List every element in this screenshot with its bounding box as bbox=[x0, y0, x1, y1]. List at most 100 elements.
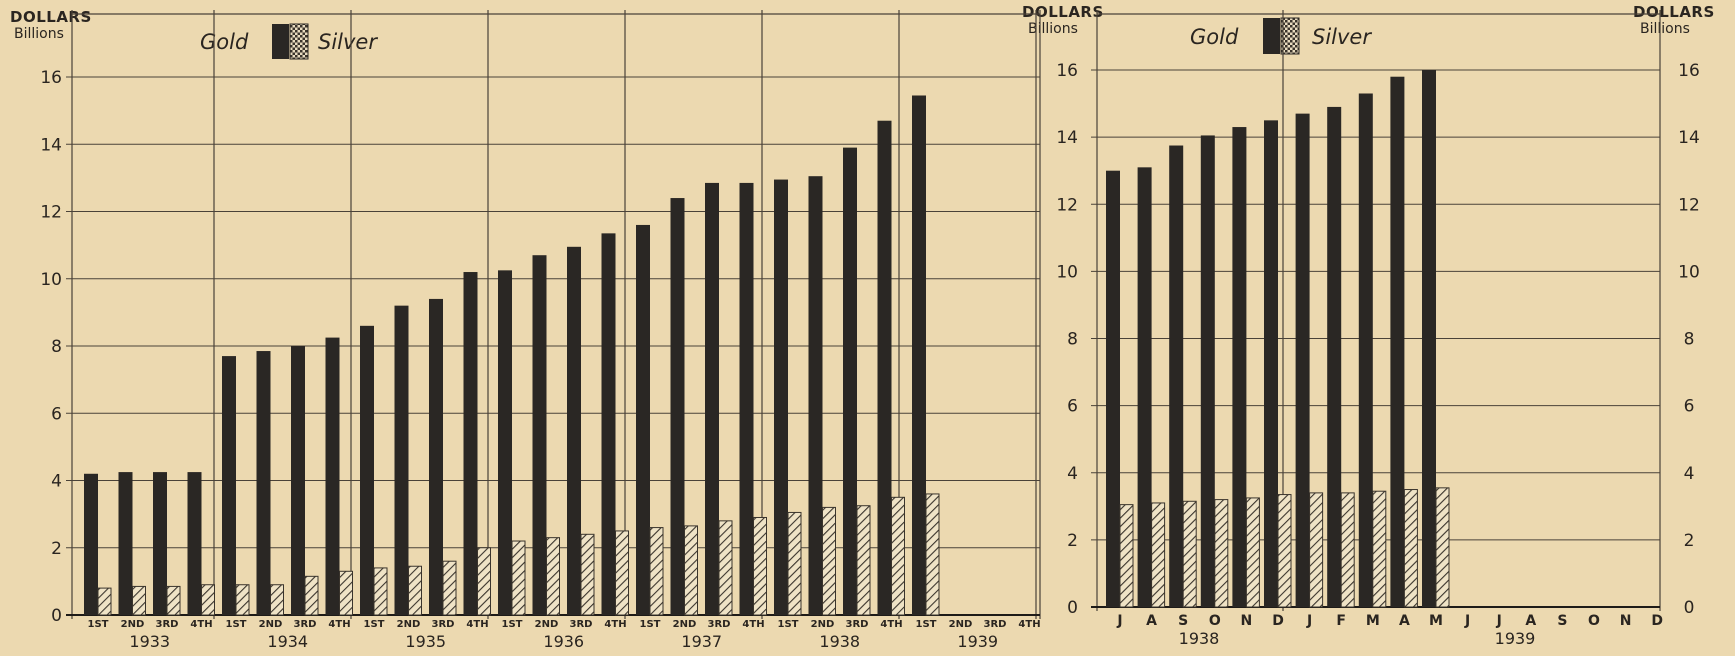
left-ytick-label-6: 6 bbox=[51, 404, 62, 424]
left-silver-bar bbox=[925, 493, 940, 616]
left-axis-unit: Billions bbox=[14, 26, 64, 42]
left-silver-bar bbox=[442, 560, 457, 616]
left-category-label: 4TH bbox=[880, 619, 902, 630]
left-gold-bar bbox=[291, 346, 305, 615]
left-category-label: 2ND bbox=[121, 619, 145, 630]
right-gold-bar bbox=[1232, 127, 1247, 608]
left-category-label: 3RD bbox=[570, 619, 593, 630]
left-gold-bar bbox=[601, 233, 616, 615]
left-legend-gold-label: Gold bbox=[200, 30, 249, 54]
left-ytick-label-10: 10 bbox=[40, 270, 62, 290]
left-year-label: 1937 bbox=[681, 632, 722, 651]
right-category-label: S bbox=[1557, 613, 1567, 629]
left-legend: Gold Silver bbox=[200, 23, 378, 60]
right-silver-bar bbox=[1435, 487, 1450, 608]
left-category-label: 2ND bbox=[811, 619, 835, 630]
left-year-label: 1938 bbox=[819, 632, 860, 651]
right-gold-bar bbox=[1295, 113, 1310, 607]
left-silver-bar bbox=[753, 516, 767, 616]
right-silver-bar bbox=[1214, 499, 1229, 608]
left-year-label: 1936 bbox=[543, 632, 584, 651]
right-ytick-label-8: 8 bbox=[1067, 330, 1078, 350]
left-silver-bar bbox=[132, 585, 146, 616]
left-gold-bar bbox=[567, 246, 581, 615]
left-silver-bar bbox=[546, 537, 560, 616]
right-silver-bar bbox=[1403, 489, 1418, 608]
left-legend-gold-swatch bbox=[272, 24, 289, 59]
left-year-label: 1939 bbox=[957, 632, 998, 651]
left-gold-bar bbox=[670, 198, 685, 616]
left-silver-bar bbox=[166, 585, 181, 616]
left-ytick-label-0: 0 bbox=[51, 606, 62, 626]
left-silver-bar bbox=[97, 587, 112, 616]
left-category-label: 4TH bbox=[604, 619, 626, 630]
right-ytick-label-0: 0 bbox=[1067, 598, 1078, 618]
left-category-label: 1ST bbox=[364, 619, 385, 630]
right-category-label: A bbox=[1525, 613, 1536, 629]
left-gold-bar bbox=[843, 147, 857, 616]
right-ytick-right-label-12: 12 bbox=[1678, 195, 1700, 215]
right-legend-silver-swatch bbox=[1280, 17, 1300, 55]
right-category-label: D bbox=[1651, 613, 1663, 629]
right-bars: J A S O N D J F M A M J J A S O N D 1938 1939 bbox=[1106, 70, 1663, 648]
left-gold-bar bbox=[705, 182, 719, 615]
left-gold-bar bbox=[877, 120, 892, 616]
right-category-label: D bbox=[1272, 613, 1284, 629]
right-ytick-right-label-0: 0 bbox=[1684, 598, 1695, 618]
left-gold-bar bbox=[774, 179, 788, 615]
left-category-label: 4TH bbox=[466, 619, 488, 630]
right-silver-bar bbox=[1245, 497, 1260, 608]
right-category-label: O bbox=[1209, 613, 1221, 629]
left-gold-bar bbox=[429, 298, 443, 615]
right-gold-bar bbox=[1137, 167, 1152, 608]
left-gold-bar bbox=[360, 325, 374, 615]
right-panel-left-axis-title: DOLLARS bbox=[1022, 3, 1104, 21]
left-silver-bar bbox=[511, 540, 526, 616]
left-category-label: 4TH bbox=[328, 619, 350, 630]
left-gold-bar bbox=[739, 182, 754, 615]
left-gold-bar bbox=[325, 337, 340, 615]
right-category-label: N bbox=[1241, 613, 1253, 629]
left-gold-bar bbox=[222, 356, 236, 615]
right-ytick-right-label-8: 8 bbox=[1684, 330, 1695, 350]
right-legend-gold-label: Gold bbox=[1190, 25, 1239, 49]
left-axis-title: DOLLARS bbox=[10, 8, 92, 26]
left-category-label: 1ST bbox=[88, 619, 109, 630]
right-category-label: J bbox=[1116, 613, 1122, 629]
left-category-label: 1ST bbox=[226, 619, 247, 630]
left-category-label: 4TH bbox=[190, 619, 212, 630]
right-gold-bar bbox=[1422, 70, 1436, 607]
left-silver-bar bbox=[477, 547, 491, 616]
right-gold-bar bbox=[1327, 106, 1342, 607]
left-category-label: 4TH bbox=[742, 619, 764, 630]
right-year-label: 1938 bbox=[1179, 629, 1220, 648]
right-ytick-label-14: 14 bbox=[1056, 128, 1078, 148]
left-silver-bar bbox=[856, 505, 871, 616]
left-legend-silver-swatch bbox=[289, 23, 309, 60]
right-year-label: 1939 bbox=[1495, 629, 1536, 648]
left-bars: 1ST 2ND 3RD 4TH 1ST 2ND 3RD 4TH 1ST 2ND 3RD 4TH 1ST 2… bbox=[84, 95, 1041, 651]
right-ytick-label-2: 2 bbox=[1067, 531, 1078, 551]
right-ytick-label-6: 6 bbox=[1067, 397, 1078, 417]
left-silver-bar bbox=[373, 567, 388, 616]
right-ytick-right-label-16: 16 bbox=[1678, 61, 1700, 81]
left-silver-bar bbox=[580, 533, 595, 616]
left-gold-bar bbox=[256, 351, 271, 615]
left-silver-bar bbox=[649, 527, 664, 616]
left-category-label: 1ST bbox=[502, 619, 523, 630]
left-category-label: 3RD bbox=[432, 619, 455, 630]
left-gold-bar bbox=[532, 255, 547, 615]
left-silver-bar bbox=[304, 575, 319, 616]
left-category-label: 3RD bbox=[846, 619, 869, 630]
left-gold-bar bbox=[153, 472, 167, 615]
right-category-label: F bbox=[1336, 613, 1346, 629]
right-legend-gold-swatch bbox=[1263, 18, 1280, 54]
left-gold-bar bbox=[912, 95, 926, 615]
right-gold-bar bbox=[1264, 120, 1278, 607]
right-category-label: M bbox=[1429, 613, 1443, 629]
left-category-label: 3RD bbox=[984, 619, 1007, 630]
left-category-label: 2ND bbox=[949, 619, 973, 630]
right-ytick-right-label-14: 14 bbox=[1678, 128, 1700, 148]
